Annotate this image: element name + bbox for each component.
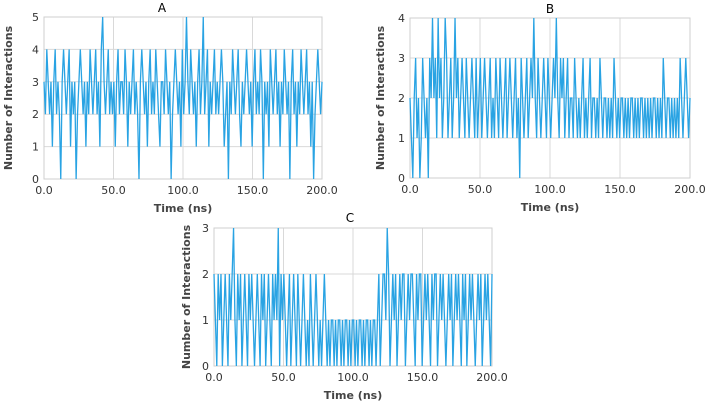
x-tick-label: 150.0 — [407, 371, 439, 384]
x-axis-title: Time (ns) — [521, 201, 579, 214]
panel-label: B — [546, 2, 554, 16]
y-tick-label: 0 — [32, 173, 39, 186]
y-tick-label: 4 — [32, 43, 39, 56]
x-tick-label: 200.0 — [476, 371, 508, 384]
y-tick-label: 1 — [32, 141, 39, 154]
y-tick-label: 3 — [202, 222, 209, 235]
x-tick-label: 50.0 — [271, 371, 296, 384]
y-axis-title: Number of Interactions — [374, 25, 387, 170]
series-line-b — [409, 17, 691, 179]
x-tick-label: 0.0 — [205, 371, 223, 384]
x-tick-label: 50.0 — [101, 184, 126, 197]
series-line-c — [213, 227, 493, 367]
x-tick-label: 0.0 — [401, 183, 419, 196]
y-tick-label: 0 — [202, 360, 209, 373]
y-axis-title: Number of Interactions — [180, 224, 193, 369]
series-line-a — [43, 16, 323, 180]
y-tick-label: 4 — [398, 12, 405, 25]
panel-label: A — [158, 1, 167, 15]
y-tick-label: 5 — [32, 11, 39, 24]
chart-panel-c: 0 1 2 3 0.0 50.0 100.0 150.0 200.0 Time (ns) Numbe… — [180, 211, 508, 402]
x-tick-label: 100.0 — [534, 183, 566, 196]
y-tick-label: 0 — [398, 172, 405, 185]
x-tick-label: 0.0 — [35, 184, 53, 197]
x-tick-label: 100.0 — [337, 371, 369, 384]
chart-panel-b: 0 1 2 3 4 0.0 50.0 100.0 150.0 200.0 Time (ns) Numb… — [374, 2, 706, 214]
y-tick-label: 2 — [398, 92, 405, 105]
y-tick-label: 3 — [32, 76, 39, 89]
y-tick-label: 1 — [202, 314, 209, 327]
y-tick-label: 2 — [32, 108, 39, 121]
x-axis-title: Time (ns) — [154, 202, 212, 215]
x-tick-label: 200.0 — [306, 184, 338, 197]
x-axis-title: Time (ns) — [324, 389, 382, 402]
y-axis-title: Number of Interactions — [2, 25, 15, 170]
plot-frame — [43, 16, 323, 180]
y-tick-label: 1 — [398, 132, 405, 145]
x-tick-label: 50.0 — [468, 183, 493, 196]
y-tick-label: 3 — [398, 52, 405, 65]
panel-label: C — [346, 211, 354, 225]
x-tick-label: 200.0 — [674, 183, 706, 196]
x-tick-label: 100.0 — [167, 184, 199, 197]
x-tick-label: 150.0 — [604, 183, 636, 196]
x-tick-label: 150.0 — [237, 184, 269, 197]
y-tick-label: 2 — [202, 268, 209, 281]
